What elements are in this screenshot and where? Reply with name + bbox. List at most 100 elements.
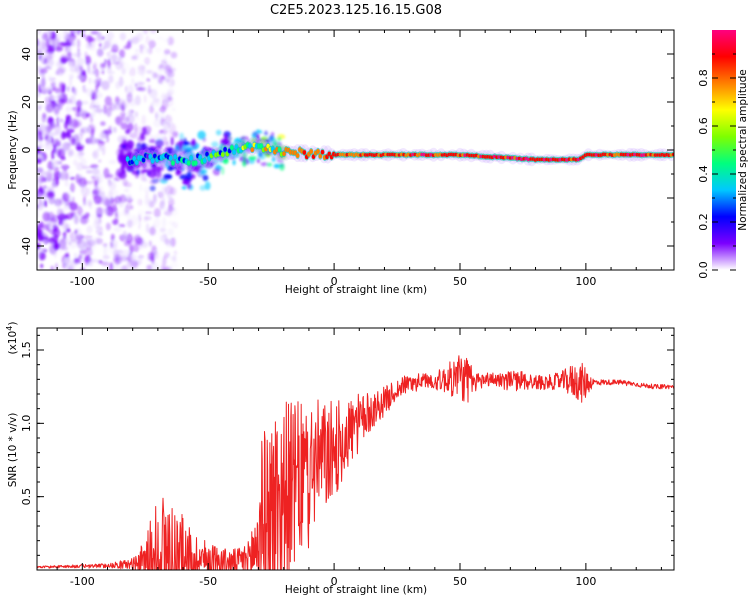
spectrogram-noise-blob	[154, 251, 159, 260]
spectrogram-signal	[125, 141, 674, 167]
spectrogram-noise-blob	[47, 117, 54, 125]
spectrogram-noise-blob	[167, 228, 174, 236]
colorbar-tick-label: 0.6	[697, 117, 710, 135]
spectrogram-noise-blob	[168, 197, 175, 208]
spectrogram-noise-blob	[167, 36, 174, 46]
spectrogram-noise-blob	[103, 209, 108, 215]
snr-y-tick-labels: 0.5 1.0 1.5	[20, 341, 33, 505]
spectrogram-noise-blob	[83, 196, 86, 206]
spectrogram-noise-blob	[37, 248, 42, 256]
spectrogram-noise-blob	[37, 30, 42, 36]
spectrogram-noise-blob	[146, 78, 151, 82]
spectrogram-clutter-blob	[212, 167, 221, 176]
spectrogram-noise-blob	[78, 254, 82, 265]
spectrogram-noise-blob	[64, 46, 68, 54]
spectrogram-noise-blob	[162, 200, 166, 210]
spectrogram-signal-core	[232, 149, 236, 155]
spectrogram-noise-blob	[96, 207, 105, 214]
snr-y-tick-label: 1.0	[20, 415, 33, 433]
spectrogram-noise-blob	[81, 69, 86, 77]
spectrogram-noise-blob	[105, 222, 111, 231]
spectrogram-noise-blob	[113, 220, 117, 226]
spectrogram-noise-blob	[60, 54, 68, 64]
spectrogram-noise-blob	[117, 135, 125, 144]
spectrogram-clutter-blob	[209, 162, 214, 166]
spectrogram-noise-blob	[85, 170, 93, 174]
colorbar: 0.0 0.2 0.4 0.6 0.8 Normalized spectral ampl…	[697, 30, 749, 279]
spectrogram-clutter-blob	[141, 169, 149, 173]
spectrogram-noise-blob	[105, 206, 115, 217]
spectrogram-noise-blob	[144, 57, 151, 65]
spectrogram-noise-blob	[52, 87, 60, 92]
spectrogram-noise-blob	[37, 111, 40, 122]
spectrogram-noise-blob	[110, 189, 119, 196]
spectrogram-noise-blob	[110, 197, 114, 205]
spectrogram-noise-blob	[60, 156, 66, 161]
spectrogram-noise-blob	[115, 115, 124, 126]
spectrogram-noise-blob	[101, 261, 109, 267]
spectrogram-noise-blob	[86, 124, 95, 135]
spectrogram-noise-blob	[75, 238, 82, 245]
spectrogram-noise-blob	[66, 51, 72, 60]
spectrogram-noise-blob	[170, 51, 178, 59]
spectrogram-signal-core	[134, 160, 139, 165]
snr-y-tick-label: 1.5	[20, 341, 33, 359]
spectrogram-noise-blob	[109, 37, 113, 47]
spectrogram-noise-blob	[50, 103, 56, 112]
spectrogram-noise-blob	[118, 224, 126, 228]
snr-ticks	[37, 328, 674, 571]
spectrogram-noise-blob	[140, 172, 146, 182]
spectrogram-noise-blob	[89, 112, 94, 124]
spectrogram-x-tick-label: 0	[331, 275, 338, 288]
spectrogram-noise-blob	[72, 266, 77, 270]
spectrogram-panel: -100 -50 0 50 100 -40 -20 0 20 40 Height of stra…	[7, 29, 675, 296]
spectrogram-clutter-blob	[199, 169, 208, 175]
spectrogram-clutter-blob	[239, 136, 249, 141]
spectrogram-noise-blob	[98, 260, 103, 264]
spectrogram-noise-blob	[119, 49, 125, 59]
spectrogram-noise-blob	[107, 181, 113, 187]
spectrogram-clutter-blob	[197, 130, 206, 140]
spectrogram-noise-blob	[69, 118, 73, 129]
spectrogram-noise-blob	[139, 43, 146, 50]
spectrogram-noise-blob	[55, 138, 61, 144]
spectrogram-noise-blob	[80, 109, 85, 116]
spectrogram-clutter-blob	[161, 176, 170, 181]
spectrogram-noise-blob	[130, 56, 139, 61]
spectrogram-noise-blob	[76, 38, 81, 49]
snr-y-multiplier-close: )	[7, 322, 19, 326]
spectrogram-noise-blob	[62, 263, 68, 269]
spectrogram-noise-blob	[86, 247, 93, 257]
chart-title: C2E5.2023.125.16.15.G08	[270, 3, 442, 18]
spectrogram-noise-blob	[97, 173, 104, 185]
spectrogram-noise-blob	[54, 240, 59, 251]
spectrogram-noise-blob	[127, 108, 134, 119]
spectrogram-noise-blob	[139, 183, 143, 193]
spectrogram-noise-blob	[47, 160, 54, 171]
spectrogram-noise-blob	[161, 267, 170, 270]
spectrogram-noise-blob	[71, 106, 80, 112]
spectrogram-clutter-blob	[277, 136, 282, 141]
spectrogram-noise-blob	[101, 69, 105, 75]
spectrogram-clutter-blob	[266, 162, 273, 167]
spectrogram-noise-blob	[143, 94, 147, 103]
spectrogram-noise-blob	[86, 225, 93, 234]
spectrogram-noise-blob	[115, 81, 120, 90]
spectrogram-noise-blob	[129, 132, 138, 139]
spectrogram-noise-blob	[98, 31, 102, 42]
spectrogram-noise-blob	[130, 253, 137, 262]
spectrogram-noise-blob	[114, 260, 119, 270]
spectrogram-noise-blob	[106, 52, 111, 57]
spectrogram-noise-blob	[91, 100, 100, 105]
spectrogram-clutter-blob	[279, 163, 285, 171]
spectrogram-noise-blob	[55, 61, 62, 68]
spectrogram-noise-blob	[38, 221, 44, 229]
spectrogram-noise-blob	[101, 80, 110, 91]
spectrogram-noise-blob	[106, 106, 112, 118]
spectrogram-noise-blob	[92, 150, 99, 160]
spectrogram-noise-blob	[149, 105, 155, 114]
spectrogram-noise-blob	[105, 31, 115, 40]
spectrogram-noise-blob	[63, 142, 71, 151]
spectrogram-noise-blob	[97, 159, 102, 163]
